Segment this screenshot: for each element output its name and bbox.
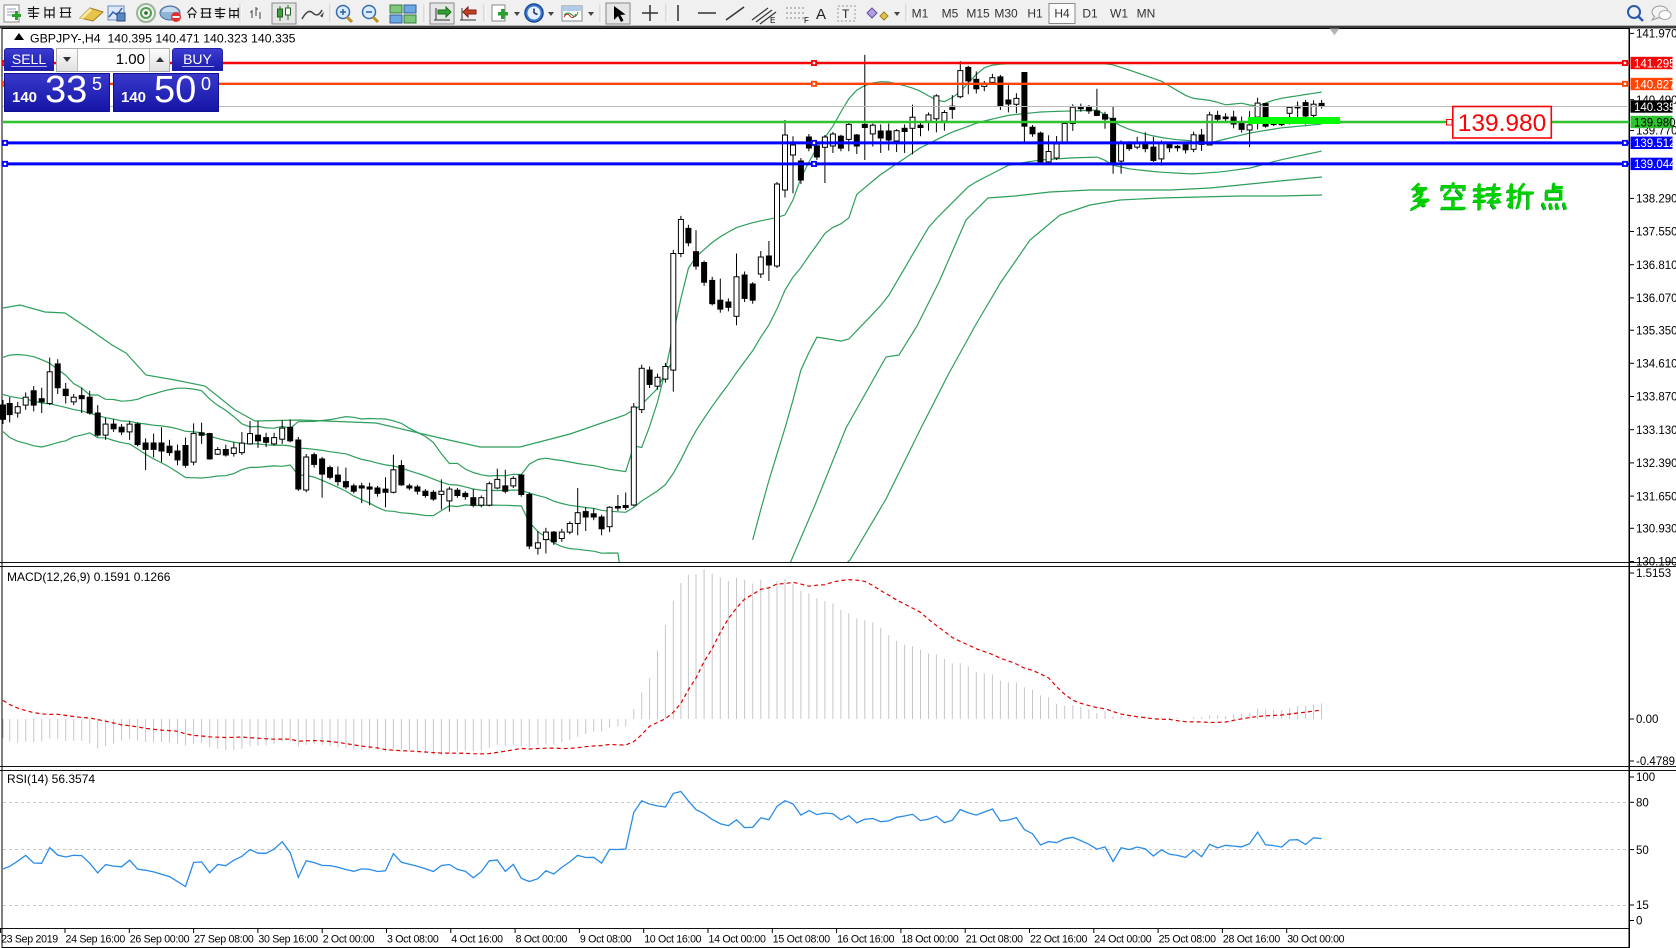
svg-text:M5: M5 [942, 7, 959, 21]
svg-text:27 Sep 08:00: 27 Sep 08:00 [194, 934, 254, 946]
svg-text:133.870: 133.870 [1636, 392, 1676, 404]
svg-text:139.770: 139.770 [1636, 126, 1676, 138]
svg-text:24 Sep 16:00: 24 Sep 16:00 [66, 934, 126, 946]
svg-text:140.827: 140.827 [1634, 79, 1676, 91]
svg-text:137.550: 137.550 [1636, 227, 1676, 239]
svg-text:26 Sep 00:00: 26 Sep 00:00 [130, 934, 190, 946]
svg-text:139.512: 139.512 [1634, 138, 1676, 150]
svg-text:8 Oct 00:00: 8 Oct 00:00 [516, 934, 568, 946]
svg-text:E: E [770, 16, 775, 25]
svg-text:9 Oct 08:00: 9 Oct 08:00 [580, 934, 632, 946]
svg-text:M30: M30 [994, 7, 1018, 21]
svg-text:A: A [816, 6, 826, 23]
svg-text:141.295: 141.295 [1634, 58, 1676, 70]
svg-text:139.980: 139.980 [1458, 110, 1547, 137]
svg-text:80: 80 [1636, 798, 1649, 810]
svg-text:MACD(12,26,9) 0.1591 0.1266: MACD(12,26,9) 0.1591 0.1266 [7, 570, 171, 584]
svg-text:4 Oct 16:00: 4 Oct 16:00 [451, 934, 503, 946]
svg-text:2 Oct 00:00: 2 Oct 00:00 [323, 934, 375, 946]
svg-text:14 Oct 00:00: 14 Oct 00:00 [709, 934, 766, 946]
svg-text:3 Oct 08:00: 3 Oct 08:00 [387, 934, 439, 946]
svg-text:15: 15 [1636, 900, 1649, 912]
svg-text:24 Oct 00:00: 24 Oct 00:00 [1094, 934, 1151, 946]
svg-text:18 Oct 00:00: 18 Oct 00:00 [901, 934, 958, 946]
svg-text:M15: M15 [966, 7, 990, 21]
svg-text:10 Oct 16:00: 10 Oct 16:00 [644, 934, 701, 946]
svg-text:135.350: 135.350 [1636, 325, 1676, 337]
svg-text:GBPJPY-,H4 140.395 140.471 14: GBPJPY-,H4 140.395 140.471 140.323 140.3… [30, 32, 296, 46]
svg-text:141.970: 141.970 [1636, 29, 1676, 41]
svg-text:140.335: 140.335 [1634, 102, 1676, 114]
svg-text:23 Sep 2019: 23 Sep 2019 [1, 934, 58, 946]
svg-text:30 Oct 00:00: 30 Oct 00:00 [1287, 934, 1344, 946]
svg-text:1.5153: 1.5153 [1636, 568, 1671, 580]
svg-text:F: F [804, 16, 809, 25]
svg-text:136.810: 136.810 [1636, 260, 1676, 272]
svg-text:15 Oct 08:00: 15 Oct 08:00 [773, 934, 830, 946]
svg-text:139.044: 139.044 [1634, 159, 1676, 171]
svg-text:25 Oct 08:00: 25 Oct 08:00 [1159, 934, 1216, 946]
svg-text:133.130: 133.130 [1636, 425, 1676, 437]
svg-text:134.610: 134.610 [1636, 359, 1676, 371]
svg-text:131.650: 131.650 [1636, 491, 1676, 503]
svg-text:RSI(14) 56.3574: RSI(14) 56.3574 [7, 772, 95, 786]
svg-text:132.390: 132.390 [1636, 458, 1676, 470]
svg-text:W1: W1 [1110, 7, 1128, 21]
svg-text:136.070: 136.070 [1636, 293, 1676, 305]
svg-text:22 Oct 16:00: 22 Oct 16:00 [1030, 934, 1087, 946]
svg-text:28 Oct 16:00: 28 Oct 16:00 [1223, 934, 1280, 946]
svg-text:138.290: 138.290 [1636, 194, 1676, 206]
svg-text:0: 0 [1636, 916, 1642, 928]
svg-text:16 Oct 16:00: 16 Oct 16:00 [837, 934, 894, 946]
svg-text:-0.4789: -0.4789 [1636, 756, 1675, 768]
svg-text:21 Oct 08:00: 21 Oct 08:00 [966, 934, 1023, 946]
svg-text:130.930: 130.930 [1636, 524, 1676, 536]
svg-text:130.190: 130.190 [1636, 557, 1676, 569]
svg-text:H4: H4 [1054, 7, 1070, 21]
svg-text:139.980: 139.980 [1634, 117, 1676, 129]
svg-text:D1: D1 [1082, 7, 1098, 21]
svg-text:M1: M1 [912, 7, 929, 21]
svg-text:30 Sep 16:00: 30 Sep 16:00 [258, 934, 318, 946]
svg-text:0.00: 0.00 [1636, 714, 1658, 726]
svg-text:H1: H1 [1027, 7, 1043, 21]
svg-text:100: 100 [1636, 772, 1655, 784]
svg-text:50: 50 [1636, 845, 1649, 857]
svg-text:T: T [842, 7, 850, 21]
svg-text:MN: MN [1137, 7, 1156, 21]
